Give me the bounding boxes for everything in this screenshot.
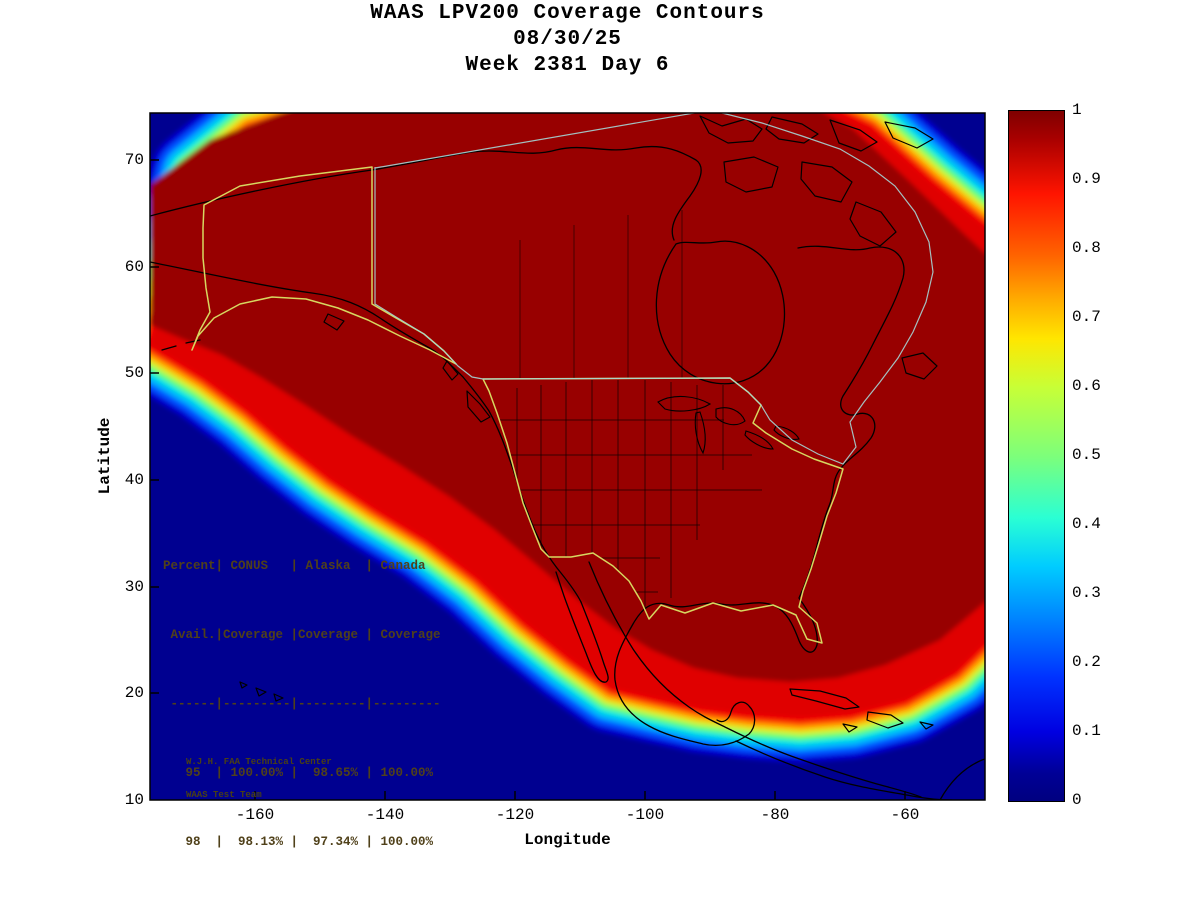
x-tick-2: -120	[495, 806, 535, 824]
y-tick-2: 50	[124, 364, 144, 382]
province-borders	[519, 210, 683, 378]
y-tick-4: 30	[124, 578, 144, 596]
x-tick-5: -60	[890, 806, 920, 824]
credit-line-1: W.J.H. FAA Technical Center	[186, 757, 332, 767]
conus-outline-yellow	[482, 377, 844, 644]
colorbar-tick-3: 0.7	[1072, 308, 1101, 326]
y-tick-3: 40	[124, 471, 144, 489]
contour-field	[150, 113, 985, 718]
chart-date: 08/30/25	[513, 28, 622, 51]
x-axis-label: Longitude	[524, 831, 611, 849]
east-gulf-coast	[614, 245, 905, 747]
chart-title: WAAS LPV200 Coverage Contours	[370, 2, 765, 25]
x-tick-3: -100	[625, 806, 665, 824]
y-tick-6: 10	[124, 791, 144, 809]
chart-week-day: Week 2381 Day 6	[465, 54, 670, 77]
hawaii-islands	[255, 687, 267, 697]
cuba	[789, 688, 860, 710]
credit-line-2: WAAS Test Team	[186, 790, 262, 800]
high-coverage-core	[150, 113, 985, 682]
colorbar-tick-2: 0.8	[1072, 239, 1101, 257]
y-axis-label: Latitude	[96, 417, 114, 495]
kodiak-island	[323, 313, 345, 331]
hispaniola	[866, 711, 904, 729]
y-tick-1: 60	[124, 258, 144, 276]
colorbar-tick-9: 0.1	[1072, 722, 1101, 740]
colorbar-tick-7: 0.3	[1072, 584, 1101, 602]
coverage-table-row-98: 98 | 98.13% | 97.34% | 100.00%	[163, 835, 434, 849]
plot-border	[149, 112, 986, 801]
colorbar-tick-0: 1	[1072, 101, 1082, 119]
aleutian-islands	[161, 339, 201, 351]
y-tick-0: 70	[124, 151, 144, 169]
coverage-table: Percent| CONUS | Alaska | Canada Avail.|…	[163, 509, 441, 900]
coverage-table-header-2: Avail.|Coverage |Coverage | Coverage	[163, 628, 441, 642]
alaska-outline-yellow	[191, 166, 457, 365]
colorbar-tick-6: 0.4	[1072, 515, 1101, 533]
mexico-west-coast	[588, 561, 922, 798]
colorbar-tick-1: 0.9	[1072, 170, 1101, 188]
canada-outline-cyan	[374, 113, 934, 465]
state-borders	[493, 380, 762, 612]
coverage-table-row-95: 95 | 100.00% | 98.65% | 100.00%	[163, 766, 434, 780]
newfoundland	[901, 352, 938, 380]
pacific-coast	[150, 261, 582, 603]
colorbar-tick-4: 0.6	[1072, 377, 1101, 395]
colorbar-tick-10: 0	[1072, 791, 1082, 809]
y-tick-5: 20	[124, 684, 144, 702]
x-tick-4: -80	[760, 806, 790, 824]
vancouver-island	[466, 390, 491, 423]
x-tick-0: -160	[235, 806, 275, 824]
south-america-corner	[939, 758, 985, 800]
coverage-table-header-1: Percent| CONUS | Alaska | Canada	[163, 559, 426, 573]
x-tick-1: -140	[365, 806, 405, 824]
central-america-coast	[735, 740, 953, 800]
axis-tick-marks	[150, 159, 906, 800]
colorbar-tick-5: 0.5	[1072, 446, 1101, 464]
coastlines	[150, 145, 985, 800]
baja-peninsula	[555, 571, 609, 683]
island-outlines	[239, 115, 938, 733]
colorbar	[1008, 110, 1065, 802]
hudson-bay	[655, 240, 786, 385]
credit-text: W.J.H. FAA Technical Center WAAS Test Te…	[186, 735, 332, 823]
coverage-table-separator: ------|---------|---------|---------	[163, 697, 441, 711]
colorbar-tick-8: 0.2	[1072, 653, 1101, 671]
